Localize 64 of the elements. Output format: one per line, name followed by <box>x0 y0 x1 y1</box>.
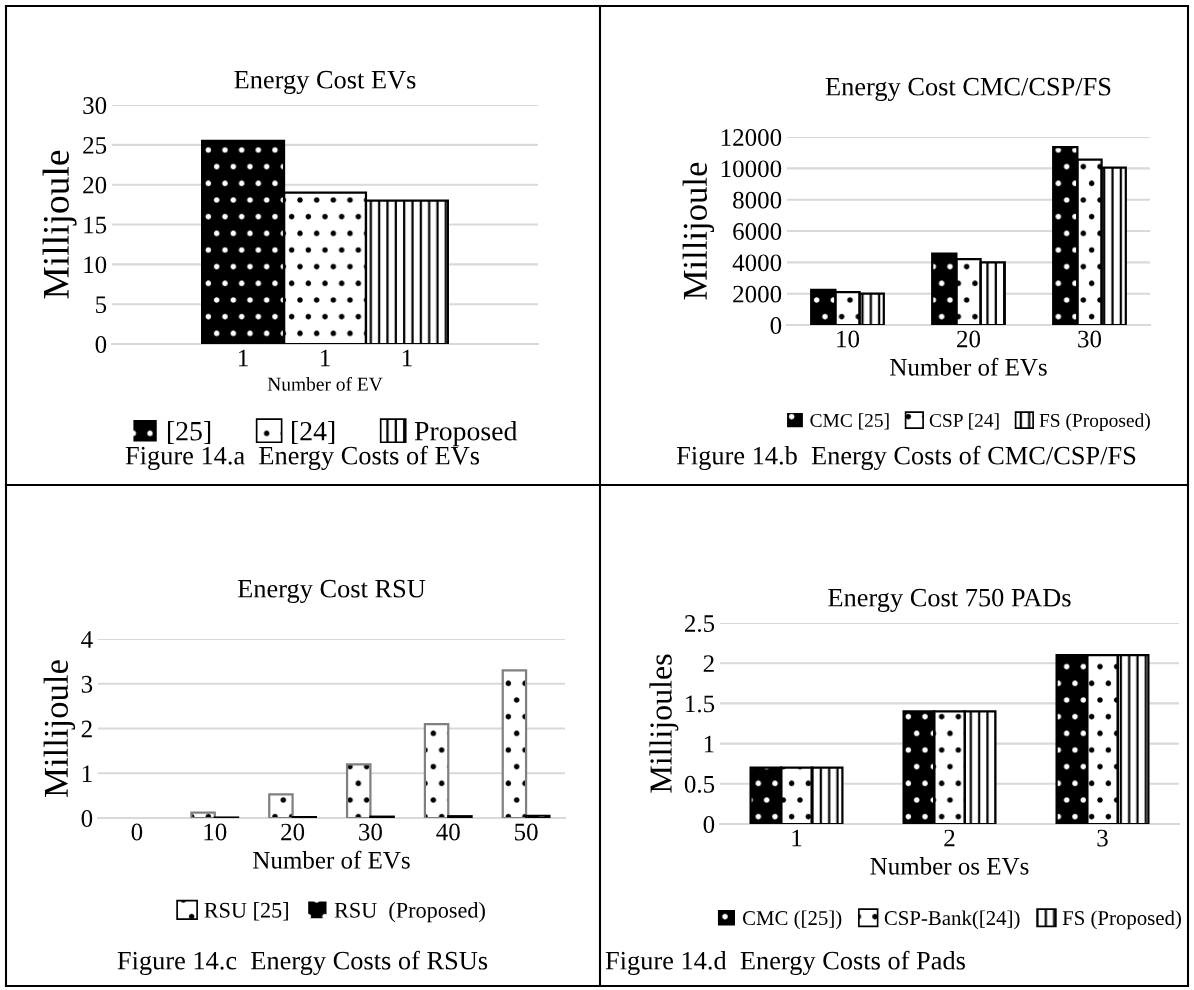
y-tick-label: 2000 <box>733 285 782 303</box>
x-tick-label: 30 <box>1078 330 1102 348</box>
chart-title: Energy Cost CMC/CSP/FS <box>825 77 1111 102</box>
caption: Figure 14.b Energy Costs of CMC/CSP/FS <box>676 445 1136 470</box>
legend-label: [24] <box>292 421 335 445</box>
caption: Figure 14.d Energy Costs of Pads <box>605 950 965 975</box>
chart-title: Energy Cost EVs <box>234 70 416 95</box>
legend-label: CSP-Bank([24]) <box>884 910 1020 930</box>
x-tick-label: 2 <box>944 829 955 847</box>
y-tick-label: 4 <box>81 631 93 648</box>
y-tick-label: 3 <box>81 675 93 693</box>
x-tick-label: 50 <box>515 823 538 841</box>
y-tick-label: 2 <box>703 655 714 672</box>
y-tick-label: 0 <box>770 317 782 334</box>
legend-label: FS (Proposed) <box>1062 910 1181 930</box>
x-tick-label: 20 <box>957 330 981 348</box>
x-tick-label: 1 <box>792 829 802 847</box>
y-tick-label: 0 <box>81 810 93 827</box>
caption: Figure 14.c Energy Costs of RSUs <box>117 950 488 975</box>
y-tick-label: 10000 <box>721 160 782 178</box>
y-tick-label: 5 <box>96 296 107 314</box>
y-tick-label: 15 <box>84 216 107 234</box>
y-axis-title: Millijoule <box>682 162 715 300</box>
x-tick-label: 30 <box>359 823 382 841</box>
y-axis-title: Millijoule <box>42 150 77 299</box>
y-tick-label: 20 <box>83 176 107 194</box>
legend-label: [25] <box>167 421 211 445</box>
y-tick-label: 1.5 <box>686 695 715 713</box>
y-tick-label: 1 <box>704 735 714 753</box>
x-axis-title: Number os EVs <box>870 857 1029 875</box>
x-tick-label: 20 <box>281 823 305 841</box>
legend-label: CMC ([25]) <box>742 910 842 930</box>
legend-label: RSU [25] <box>204 902 288 921</box>
y-tick-label: 0.5 <box>684 775 715 793</box>
x-tick-label: 10 <box>204 823 227 841</box>
legend-label: CSP [24] <box>929 413 999 430</box>
x-tick-label: 10 <box>837 330 860 348</box>
x-tick-label: 1 <box>402 349 412 367</box>
y-tick-label: 8000 <box>733 191 782 209</box>
y-tick-label: 4000 <box>732 254 782 272</box>
x-axis-title: Number of EV <box>267 376 383 391</box>
x-axis-title: Number of EVs <box>890 357 1047 376</box>
x-tick-label: 3 <box>1097 829 1108 847</box>
y-axis-title: Millijoules <box>649 654 679 793</box>
legend-label: CMC [25] <box>810 413 889 430</box>
y-tick-label: 6000 <box>733 223 782 240</box>
y-tick-label: 12000 <box>721 129 782 146</box>
x-axis-title: Number of EVs <box>253 850 410 869</box>
legend-label: RSU (Proposed) <box>334 902 485 923</box>
y-axis-title: Millijoule <box>43 660 76 797</box>
y-tick-label: 1 <box>82 765 92 782</box>
legend-label: Proposed <box>414 421 518 447</box>
x-tick-label: 1 <box>239 349 248 367</box>
x-tick-label: 1 <box>320 349 330 367</box>
legend-label: FS (Proposed) <box>1039 413 1150 431</box>
y-tick-label: 30 <box>83 97 107 114</box>
y-tick-label: 10 <box>84 256 107 274</box>
x-tick-label: 0 <box>131 823 143 841</box>
y-tick-label: 2 <box>81 720 92 738</box>
chart-title: Energy Cost RSU <box>237 579 426 604</box>
y-tick-label: 2.5 <box>684 615 715 633</box>
y-tick-label: 25 <box>83 136 107 154</box>
chart-title: Energy Cost 750 PADs <box>828 588 1071 613</box>
x-tick-label: 40 <box>436 823 460 841</box>
